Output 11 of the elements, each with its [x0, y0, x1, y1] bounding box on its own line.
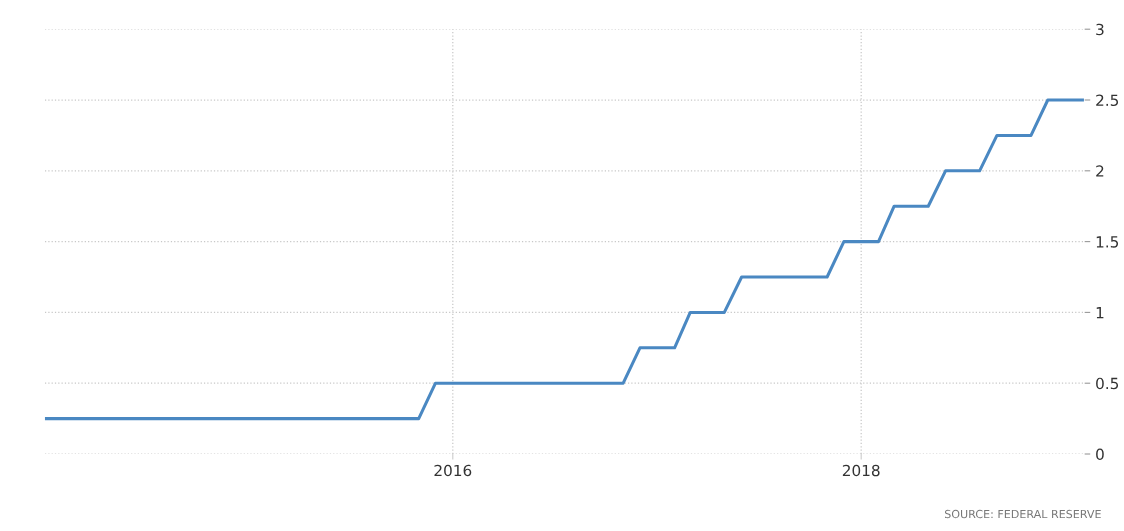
x-tick-label: 2016 [434, 464, 472, 477]
y-tick-label: 1.5 [1096, 236, 1119, 248]
y-tick-label: 3 [1096, 23, 1104, 36]
x-tick-label: 2018 [842, 464, 880, 477]
y-tick-label: 2 [1096, 165, 1104, 177]
y-tick-label: 1 [1096, 307, 1104, 319]
y-tick-label: 0.5 [1096, 377, 1119, 390]
line-series [44, 98, 1084, 421]
source-note: SOURCE: FEDERAL RESERVE [944, 509, 1101, 519]
y-tick-label: 2.5 [1096, 94, 1119, 107]
y-tick-label: 0 [1096, 448, 1104, 461]
